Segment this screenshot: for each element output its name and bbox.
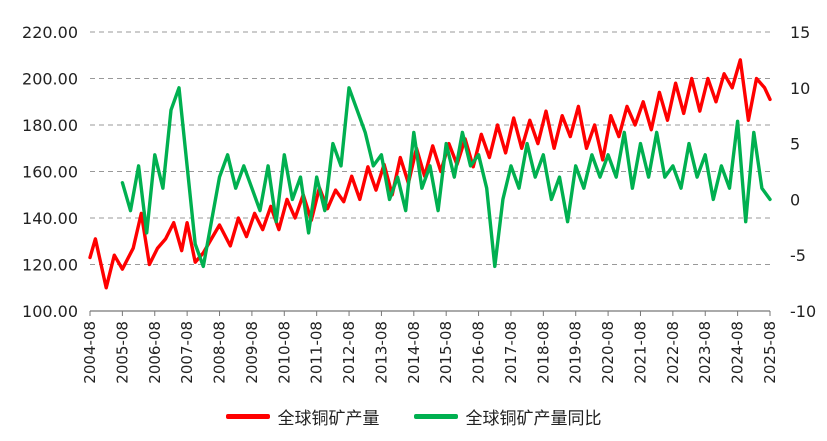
x-tick-label: 2023-08 (696, 321, 714, 384)
legend-swatch-yoy (413, 414, 458, 419)
gridlines (90, 31, 770, 312)
left-tick-label: 140.00 (22, 209, 78, 228)
x-tick-label: 2005-08 (113, 321, 131, 384)
x-tick-label: 2016-08 (470, 321, 488, 384)
x-tick-label: 2019-08 (567, 321, 585, 384)
legend-swatch-production (225, 414, 270, 419)
legend-label-yoy: 全球铜矿产量同比 (465, 409, 602, 429)
x-tick-label: 2010-08 (275, 321, 293, 384)
x-tick-label: 2014-08 (405, 321, 423, 384)
series-line-production (88, 58, 772, 290)
x-tick-label: 2012-08 (340, 321, 358, 384)
x-axis-ticks: 2004-08 2005-08 2006-08 2007-08 2008-08 2009-… (81, 311, 779, 384)
line-chart: 100.00 120.00 140.00 160.00 180.00 200.00 220.… (22, 23, 816, 384)
right-tick-label: 0 (790, 190, 800, 209)
left-tick-label: 160.00 (22, 163, 78, 182)
series-line-yoy (120, 86, 772, 269)
x-tick-label: 2004-08 (81, 321, 99, 384)
right-tick-label: 5 (790, 135, 800, 154)
left-tick-label: 200.00 (22, 70, 78, 89)
legend: 全球铜矿产量 全球铜矿产量同比 (0, 404, 827, 429)
x-tick-label: 2025-08 (761, 321, 779, 384)
legend-item-production[interactable]: 全球铜矿产量 (225, 404, 380, 429)
x-tick-label: 2009-08 (243, 321, 261, 384)
left-tick-label: 100.00 (22, 302, 78, 321)
x-tick-label: 2020-08 (599, 321, 617, 384)
x-tick-label: 2008-08 (211, 321, 229, 384)
x-tick-label: 2018-08 (534, 321, 552, 384)
x-tick-label: 2017-08 (502, 321, 520, 384)
x-tick-label: 2011-08 (308, 321, 326, 384)
left-axis-ticks: 100.00 120.00 140.00 160.00 180.00 200.00 220.… (22, 23, 78, 321)
right-tick-label: 10 (790, 79, 810, 98)
right-tick-label: -10 (790, 302, 816, 321)
right-tick-label: -5 (790, 246, 806, 265)
left-tick-label: 120.00 (22, 256, 78, 275)
left-tick-label: 220.00 (22, 23, 78, 42)
legend-item-yoy[interactable]: 全球铜矿产量同比 (413, 404, 602, 429)
x-tick-label: 2024-08 (729, 321, 747, 384)
x-tick-label: 2022-08 (664, 321, 682, 384)
right-axis-ticks: -10 -5 0 5 10 15 (790, 23, 816, 321)
x-tick-label: 2021-08 (631, 321, 649, 384)
legend-label-production: 全球铜矿产量 (277, 409, 380, 429)
x-tick-label: 2015-08 (437, 321, 455, 384)
x-tick-label: 2007-08 (178, 321, 196, 384)
x-tick-label: 2006-08 (146, 321, 164, 384)
left-tick-label: 180.00 (22, 116, 78, 135)
right-tick-label: 15 (790, 23, 810, 42)
x-tick-label: 2013-08 (372, 321, 390, 384)
series-lines (88, 58, 772, 290)
